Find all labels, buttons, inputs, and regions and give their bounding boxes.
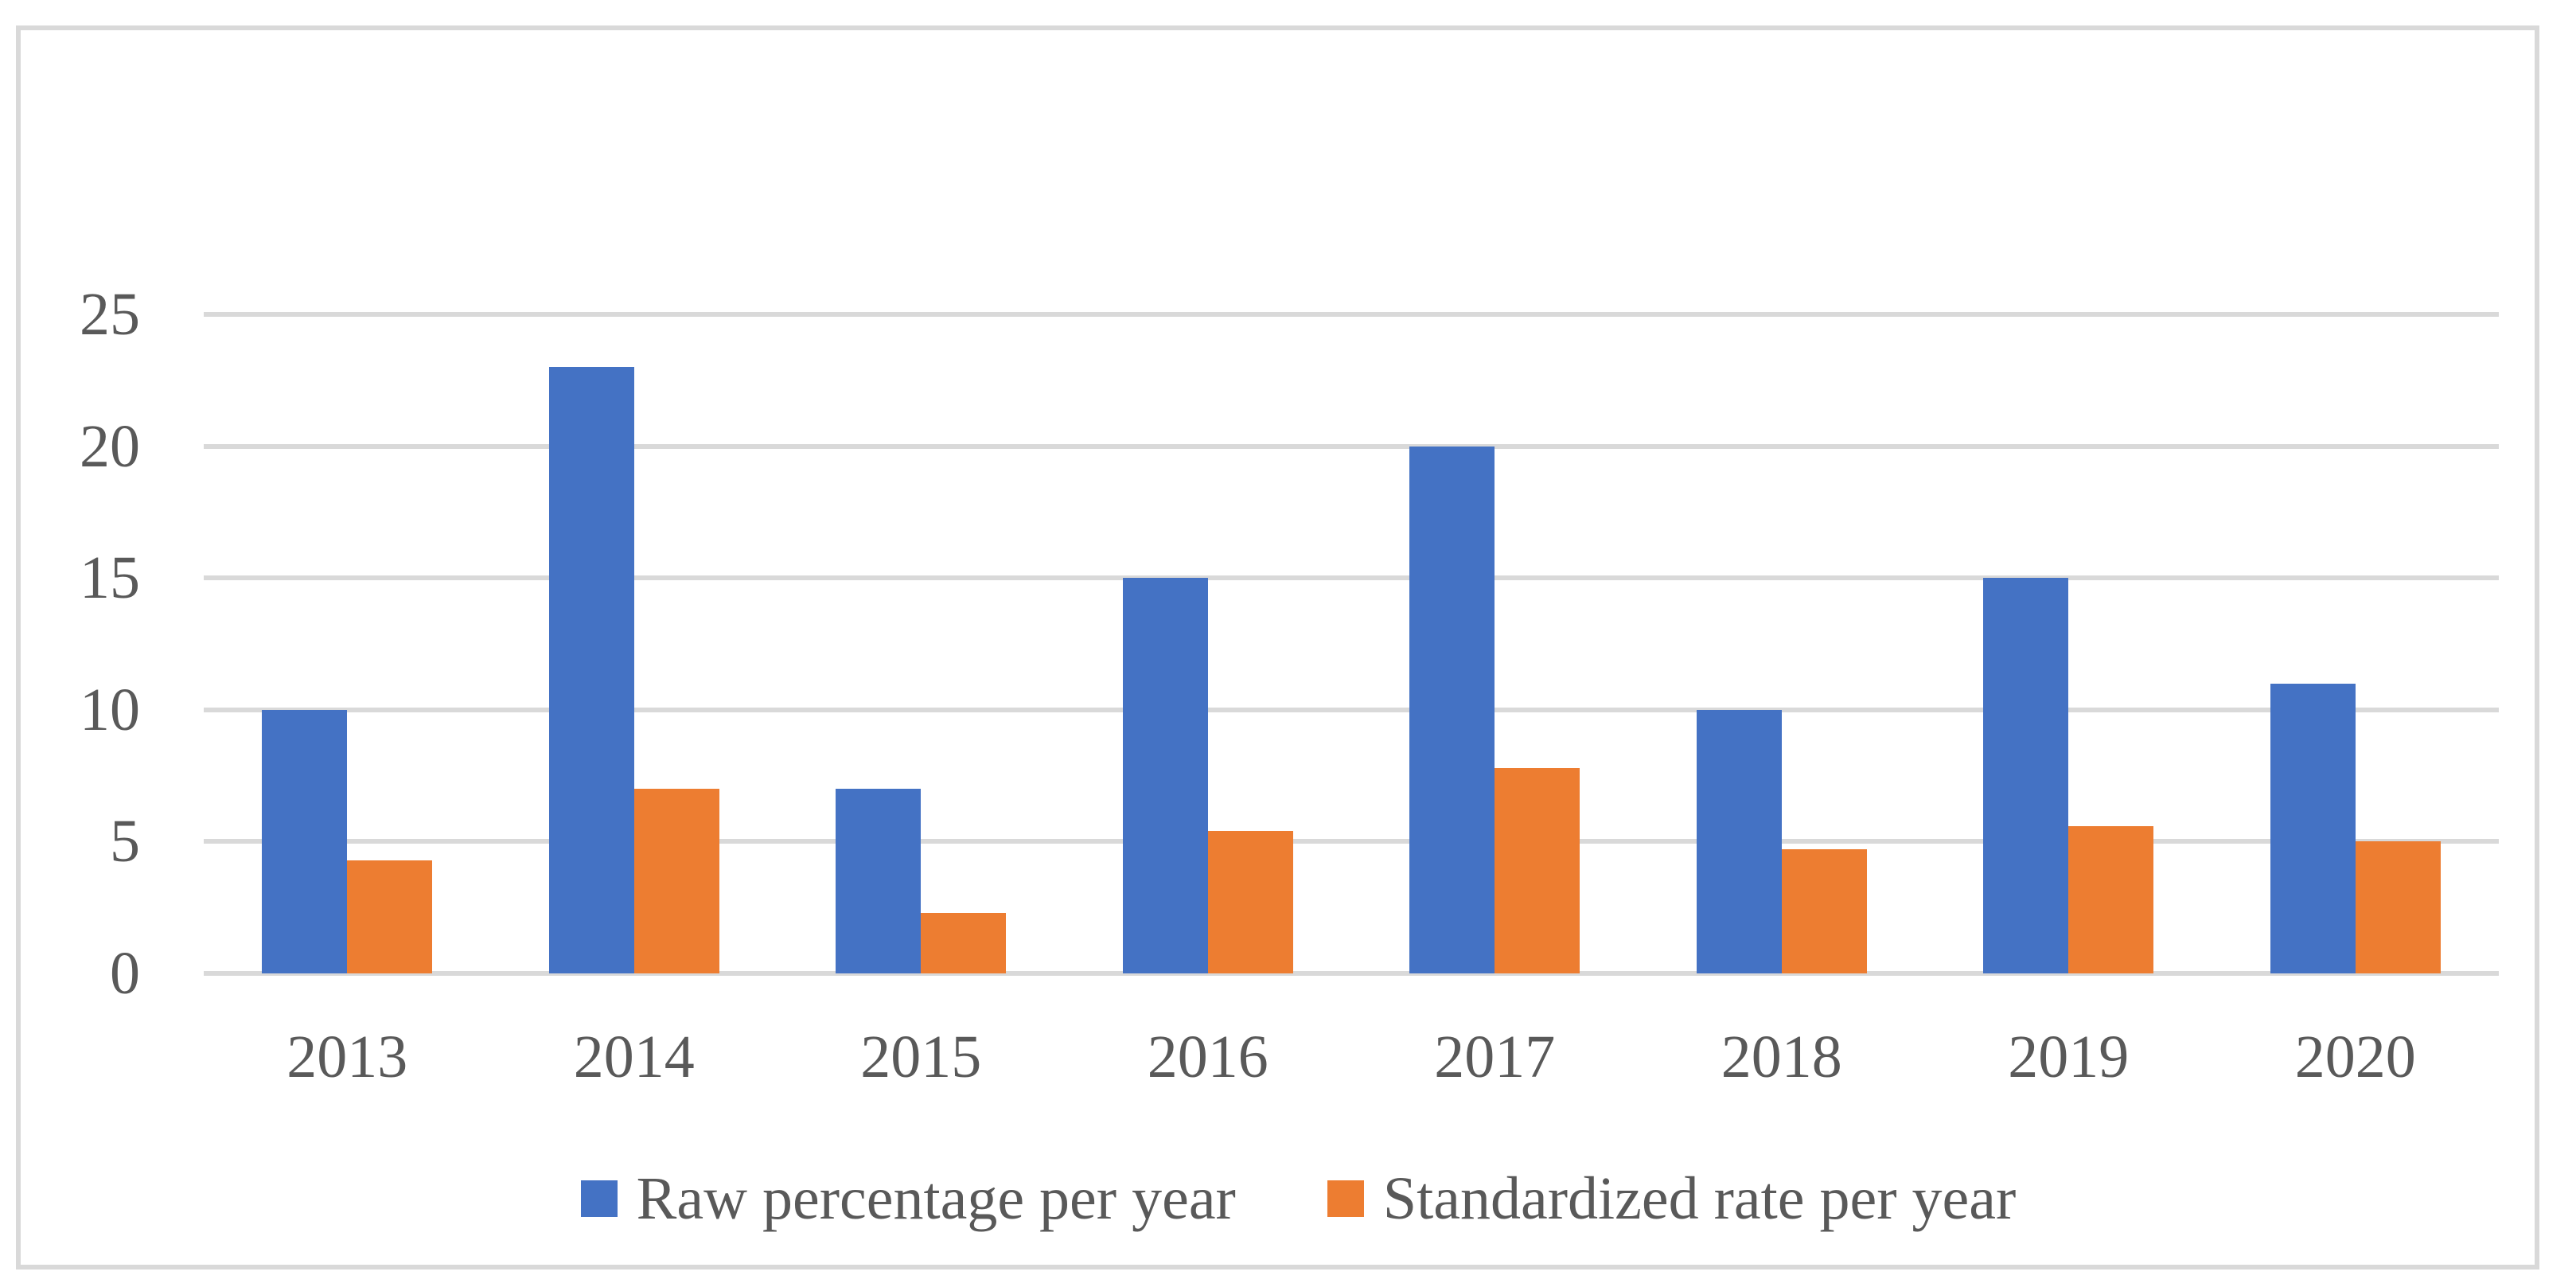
gridline-15 bbox=[204, 575, 2499, 581]
x-tick-label-2018: 2018 bbox=[1721, 1024, 1842, 1090]
x-tick-label-2017: 2017 bbox=[1434, 1024, 1556, 1090]
bar-standardized-2020 bbox=[2355, 841, 2441, 973]
bar-raw-2020 bbox=[2270, 683, 2356, 973]
bar-standardized-2016 bbox=[1207, 831, 1293, 973]
bar-raw-2014 bbox=[548, 367, 634, 973]
bar-raw-2013 bbox=[262, 709, 348, 973]
x-tick-label-2020: 2020 bbox=[2294, 1024, 2416, 1090]
bar-standardized-2013 bbox=[347, 860, 433, 973]
bar-group-2019 bbox=[1925, 314, 2212, 973]
x-tick-label-2015: 2015 bbox=[860, 1024, 982, 1090]
bar-group-2014 bbox=[491, 314, 778, 973]
bar-raw-2016 bbox=[1122, 578, 1208, 973]
legend-entry-raw-percentage: Raw percentage per year bbox=[580, 1165, 1236, 1232]
y-tick-label-0: 0 bbox=[110, 940, 140, 1007]
x-tick-label-2019: 2019 bbox=[2008, 1024, 2130, 1090]
y-tick-label-10: 10 bbox=[80, 676, 140, 743]
y-tick-label-20: 20 bbox=[80, 412, 140, 480]
legend-swatch-standardized-rate bbox=[1327, 1180, 1364, 1217]
gridline-25 bbox=[204, 312, 2499, 317]
chart-frame: 0 5 10 15 20 25 2013 2014 2015 2016 2017 2018 2019 2… bbox=[16, 25, 2539, 1269]
bar-group-2015 bbox=[777, 314, 1065, 973]
gridline-0 bbox=[204, 971, 2499, 976]
bar-standardized-2014 bbox=[633, 789, 719, 973]
legend-label-raw-percentage: Raw percentage per year bbox=[636, 1165, 1236, 1232]
bar-group-2017 bbox=[1351, 314, 1639, 973]
bar-standardized-2018 bbox=[1781, 849, 1867, 973]
y-tick-label-5: 5 bbox=[110, 808, 140, 876]
bar-standardized-2019 bbox=[2068, 825, 2154, 973]
bar-raw-2018 bbox=[1696, 709, 1782, 973]
bar-group-2013 bbox=[204, 314, 491, 973]
bar-group-2016 bbox=[1065, 314, 1352, 973]
bar-standardized-2017 bbox=[1495, 767, 1580, 973]
bar-raw-2019 bbox=[1983, 578, 2069, 973]
bar-standardized-2015 bbox=[921, 912, 1007, 973]
y-tick-label-25: 25 bbox=[80, 281, 140, 348]
bar-raw-2017 bbox=[1409, 446, 1495, 973]
x-tick-label-2014: 2014 bbox=[573, 1024, 695, 1090]
plot-area bbox=[204, 312, 2500, 976]
y-tick-label-15: 15 bbox=[80, 544, 140, 612]
x-tick-label-2016: 2016 bbox=[1147, 1024, 1269, 1090]
legend-swatch-raw-percentage bbox=[580, 1180, 618, 1217]
bar-group-2020 bbox=[2212, 314, 2500, 973]
x-tick-label-2013: 2013 bbox=[286, 1024, 408, 1090]
legend-entry-standardized-rate: Standardized rate per year bbox=[1327, 1165, 2016, 1232]
gridline-20 bbox=[204, 443, 2499, 449]
bar-group-2018 bbox=[1639, 314, 1926, 973]
legend: Raw percentage per year Standardized rat… bbox=[37, 1159, 2560, 1238]
gridline-10 bbox=[204, 707, 2499, 712]
bar-raw-2015 bbox=[836, 789, 922, 973]
gridline-5 bbox=[204, 839, 2499, 844]
legend-label-standardized-rate: Standardized rate per year bbox=[1382, 1165, 2017, 1232]
